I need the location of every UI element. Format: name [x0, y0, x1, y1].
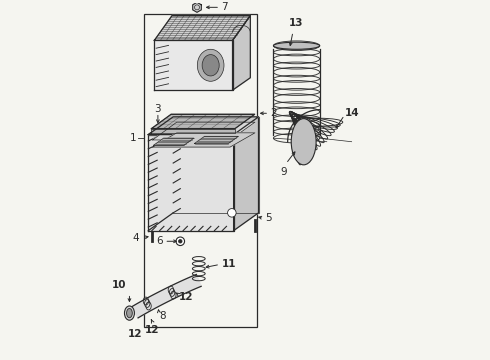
Text: 4: 4	[133, 233, 139, 243]
Bar	[144, 14, 257, 327]
Text: 12: 12	[179, 292, 194, 302]
Polygon shape	[152, 122, 255, 140]
Polygon shape	[151, 129, 235, 133]
Text: 2: 2	[270, 108, 277, 118]
Ellipse shape	[202, 55, 219, 76]
Text: 12: 12	[146, 325, 160, 335]
Polygon shape	[154, 15, 250, 40]
Polygon shape	[152, 133, 255, 147]
Text: 1: 1	[130, 133, 137, 143]
Polygon shape	[148, 135, 234, 231]
Ellipse shape	[273, 42, 319, 49]
Text: 7: 7	[221, 2, 228, 12]
Text: 5: 5	[266, 213, 272, 223]
Polygon shape	[131, 274, 201, 318]
Ellipse shape	[291, 118, 316, 165]
Ellipse shape	[197, 49, 224, 81]
Text: 6: 6	[157, 236, 163, 246]
Ellipse shape	[124, 306, 134, 320]
Polygon shape	[154, 40, 233, 90]
Polygon shape	[234, 117, 259, 231]
Text: 11: 11	[222, 260, 236, 269]
Text: 3: 3	[154, 104, 161, 114]
Polygon shape	[195, 136, 238, 144]
Text: 12: 12	[127, 329, 142, 339]
Circle shape	[227, 208, 236, 217]
Ellipse shape	[126, 309, 132, 318]
Polygon shape	[193, 3, 201, 12]
Polygon shape	[154, 138, 194, 145]
Text: 13: 13	[289, 18, 304, 28]
Text: 10: 10	[112, 280, 126, 290]
Polygon shape	[173, 117, 259, 213]
Circle shape	[176, 237, 185, 246]
Polygon shape	[148, 117, 259, 135]
Text: 9: 9	[281, 167, 288, 177]
Circle shape	[178, 239, 182, 243]
Polygon shape	[151, 114, 255, 129]
Polygon shape	[233, 15, 250, 90]
Text: 14: 14	[344, 108, 359, 118]
Text: 8: 8	[159, 311, 166, 321]
